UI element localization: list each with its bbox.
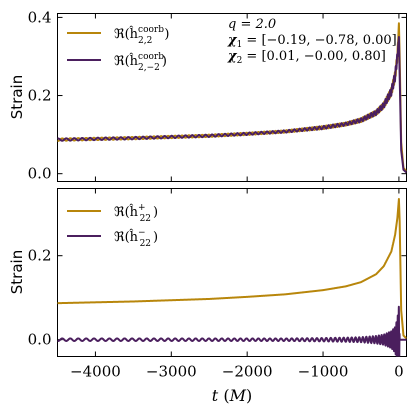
x-tick-label-4: 0 [394,363,404,381]
y-tick-label-1-1: 0.2 [28,247,52,265]
bottom-legend: ℜ(ĥ+ 22) ℜ(ĥ− 22) [67,203,158,249]
top-annotation: q = 2.0 χ1 = [−0.19, −0.78, 0.00] χ2 = [… [227,17,397,66]
top-legend: ℜ(ĥcoorb 2,2) ℜ(ĥcoorb 2,−2) [67,25,169,73]
bottom-legend-label-1: ℜ(ĥ+ 22) [114,203,158,224]
annotation-q: q = 2.0 [228,17,276,32]
bottom-ylabel: Strain [8,250,26,294]
top-series-lines [57,22,407,174]
x-tick-label-0: −4000 [70,363,121,381]
x-tick-label-3: −1000 [298,363,349,381]
x-tick-label-1: −3000 [146,363,197,381]
top-legend-label-2: ℜ(ĥcoorb 2,−2) [114,52,167,73]
bottom-panel: 0.0 0.2 −4000 −3000 −2000 −1000 0 Strain ℜ(ĥ+ 2… [8,188,407,405]
annotation-chi1: χ1 = [−0.19, −0.78, 0.00] [227,33,397,50]
top-ylabel: Strain [8,75,26,119]
y-tick-label-0-0: 0.0 [28,165,52,183]
top-panel-frame [57,13,407,182]
x-tick-label-2: −2000 [222,363,273,381]
top-legend-label-1: ℜ(ĥcoorb 2,2) [114,25,169,46]
y-tick-label-0-1: 0.2 [28,87,52,105]
top-panel: 0.0 0.2 0.4 Strain ℜ(ĥcoorb 2,2) ℜ(ĥcoorb 2,… [8,8,407,183]
y-tick-label-0-2: 0.4 [28,8,52,26]
bottom-ticks: 0.0 0.2 −4000 −3000 −2000 −1000 0 [28,188,407,381]
top-ticks: 0.0 0.2 0.4 [28,8,407,183]
bottom-panel-frame [57,188,407,357]
series-line-1-0 [57,198,407,340]
series-line-0-1 [57,35,407,174]
annotation-chi2: χ2 = [0.01, −0.00, 0.80] [227,49,386,66]
x-axis-label: t (M) [212,386,252,405]
series-line-1-1 [57,305,407,357]
y-tick-label-1-0: 0.0 [28,331,52,349]
bottom-series-lines [57,198,407,357]
bottom-legend-label-2: ℜ(ĥ− 22) [114,228,158,249]
